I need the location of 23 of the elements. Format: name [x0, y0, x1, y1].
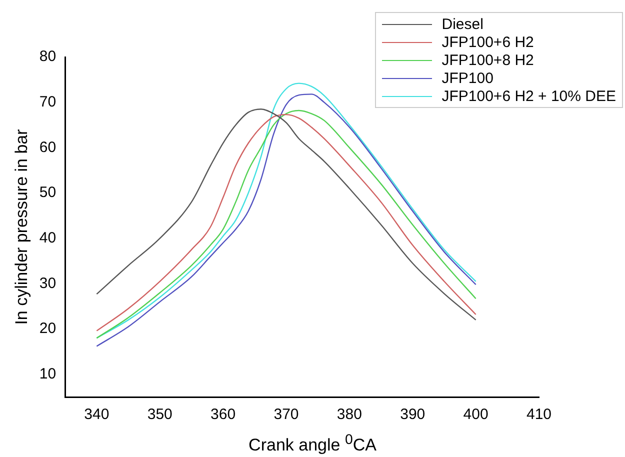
- x-tick-label: 350: [147, 406, 172, 424]
- y-tick-label: 20: [39, 320, 56, 338]
- x-tick-label: 390: [400, 406, 426, 424]
- legend-label: JFP100+8 H2: [442, 52, 534, 68]
- legend-label: Diesel: [442, 16, 484, 32]
- x-tick-label: 400: [463, 406, 488, 424]
- x-tick-label: 380: [336, 406, 362, 424]
- x-tick-label: 360: [210, 406, 236, 424]
- y-tick-label: 60: [39, 138, 56, 156]
- legend-label: JFP100+6 H2 + 10% DEE: [442, 88, 616, 104]
- y-tick-label: 70: [39, 93, 56, 110]
- y-tick-label: 40: [39, 229, 56, 246]
- y-tick-label: 50: [39, 184, 56, 202]
- y-tick-label: 30: [39, 274, 56, 292]
- y-axis-title: In cylinder pressure in bar: [12, 128, 31, 325]
- y-tick-label: 80: [39, 48, 56, 66]
- y-tick-label: 10: [39, 365, 56, 382]
- legend-label: JFP100+6 H2: [442, 34, 534, 50]
- x-tick-label: 410: [526, 406, 552, 424]
- x-tick-label: 340: [84, 406, 110, 424]
- x-tick-label: 370: [274, 406, 299, 424]
- x-axis-title: Crank angle $^{0}$CA: [248, 432, 378, 456]
- legend-label: JFP100: [442, 70, 494, 86]
